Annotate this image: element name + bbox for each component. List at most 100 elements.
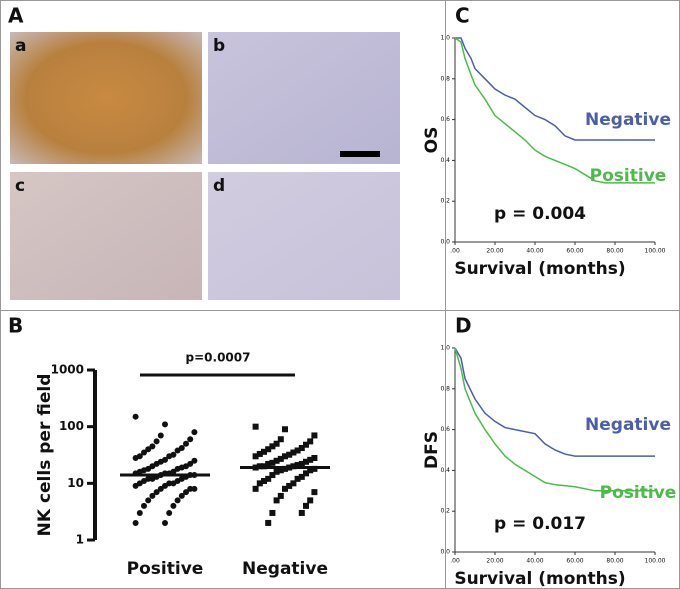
data-point xyxy=(311,432,318,439)
data-point xyxy=(307,497,314,504)
data-point xyxy=(174,447,181,454)
data-point xyxy=(256,480,263,487)
data-point xyxy=(149,475,156,482)
data-point xyxy=(303,458,309,465)
x-tick-label: Positive xyxy=(127,559,204,579)
series-label: Negative xyxy=(585,110,671,130)
x-tick-label: 60.00 xyxy=(566,248,583,255)
y-axis-label: DFS xyxy=(422,431,442,469)
data-point xyxy=(141,502,147,509)
data-point xyxy=(187,485,194,492)
data-point xyxy=(132,413,139,420)
data-point xyxy=(256,450,263,457)
data-point xyxy=(170,502,177,509)
y-axis-label: NK cells per field xyxy=(35,374,55,537)
data-point xyxy=(141,449,147,456)
survival-curve xyxy=(455,37,655,141)
data-point xyxy=(252,423,259,430)
data-point xyxy=(162,519,168,526)
data-point xyxy=(153,489,160,496)
data-point xyxy=(183,440,189,447)
data-point xyxy=(252,453,259,460)
data-point xyxy=(290,449,297,456)
data-point xyxy=(132,519,139,526)
data-point xyxy=(157,432,164,439)
data-point xyxy=(191,429,198,436)
y-tick-label: 0.2 xyxy=(440,198,450,205)
x-axis-label: Survival (months) xyxy=(454,569,625,589)
series-label: Negative xyxy=(585,415,671,435)
panel-label: C xyxy=(455,4,470,28)
y-tick-label: 1.0 xyxy=(440,35,450,42)
data-point xyxy=(265,475,272,482)
data-point xyxy=(162,482,168,489)
series-label: Positive xyxy=(590,166,667,186)
data-point xyxy=(303,441,309,448)
data-point xyxy=(273,468,280,475)
data-point xyxy=(166,453,173,460)
data-point xyxy=(183,489,189,496)
y-tick-label: 0.0 xyxy=(440,549,450,556)
data-point xyxy=(277,455,284,462)
x-axis-label: Survival (months) xyxy=(454,259,625,279)
data-point xyxy=(273,457,280,464)
y-tick-label: 1 xyxy=(76,533,84,547)
y-tick-label: 0.0 xyxy=(440,239,450,246)
image-label: a xyxy=(15,36,26,56)
data-point xyxy=(265,519,272,526)
y-tick-label: 10 xyxy=(67,476,84,490)
data-point xyxy=(282,453,288,460)
x-tick-label: 20.00 xyxy=(486,558,503,565)
x-tick-label: 80.00 xyxy=(606,558,623,565)
data-point xyxy=(269,443,276,450)
y-tick-label: 0.4 xyxy=(440,157,450,164)
x-tick-label: 20.00 xyxy=(486,248,503,255)
data-point xyxy=(174,465,181,472)
data-point xyxy=(191,485,198,492)
x-tick-label: 100.00 xyxy=(645,558,666,565)
data-point xyxy=(277,492,284,499)
data-point xyxy=(307,456,314,463)
x-tick-label: 40.00 xyxy=(526,558,543,565)
data-point xyxy=(174,497,181,504)
y-axis-label: OS xyxy=(422,127,442,154)
annotation: p = 0.017 xyxy=(494,514,586,534)
data-point xyxy=(273,440,280,447)
data-point xyxy=(303,502,309,509)
micrograph xyxy=(10,172,202,300)
data-point xyxy=(187,436,194,443)
y-tick-label: 100 xyxy=(59,419,84,433)
data-point xyxy=(149,443,156,450)
x-tick-label: Negative xyxy=(242,559,328,579)
data-point xyxy=(307,467,314,474)
data-point xyxy=(311,489,318,496)
data-point xyxy=(303,470,309,477)
data-point xyxy=(170,480,177,487)
data-point xyxy=(178,492,185,499)
y-tick-label: 0.8 xyxy=(440,385,450,392)
data-point xyxy=(282,485,288,492)
data-point xyxy=(153,438,160,445)
y-tick-label: 0.4 xyxy=(440,467,450,474)
y-tick-label: 1000 xyxy=(51,363,84,377)
image-label: d xyxy=(213,176,225,196)
data-point xyxy=(311,454,318,461)
data-point xyxy=(162,421,168,428)
annotation: p=0.0007 xyxy=(186,351,251,365)
survival-curve xyxy=(454,37,655,184)
survival-curve xyxy=(454,347,655,457)
data-point xyxy=(277,467,284,474)
data-point xyxy=(269,459,276,466)
data-point xyxy=(269,509,276,516)
data-point xyxy=(307,438,314,445)
data-point xyxy=(252,485,259,492)
panel-label: B xyxy=(8,314,23,338)
data-point xyxy=(298,460,305,467)
data-point xyxy=(286,482,293,489)
x-tick-label: .00 xyxy=(450,248,460,255)
data-point xyxy=(136,509,143,516)
data-point xyxy=(132,454,139,461)
x-tick-label: 100.00 xyxy=(645,248,666,255)
data-point xyxy=(290,480,297,487)
